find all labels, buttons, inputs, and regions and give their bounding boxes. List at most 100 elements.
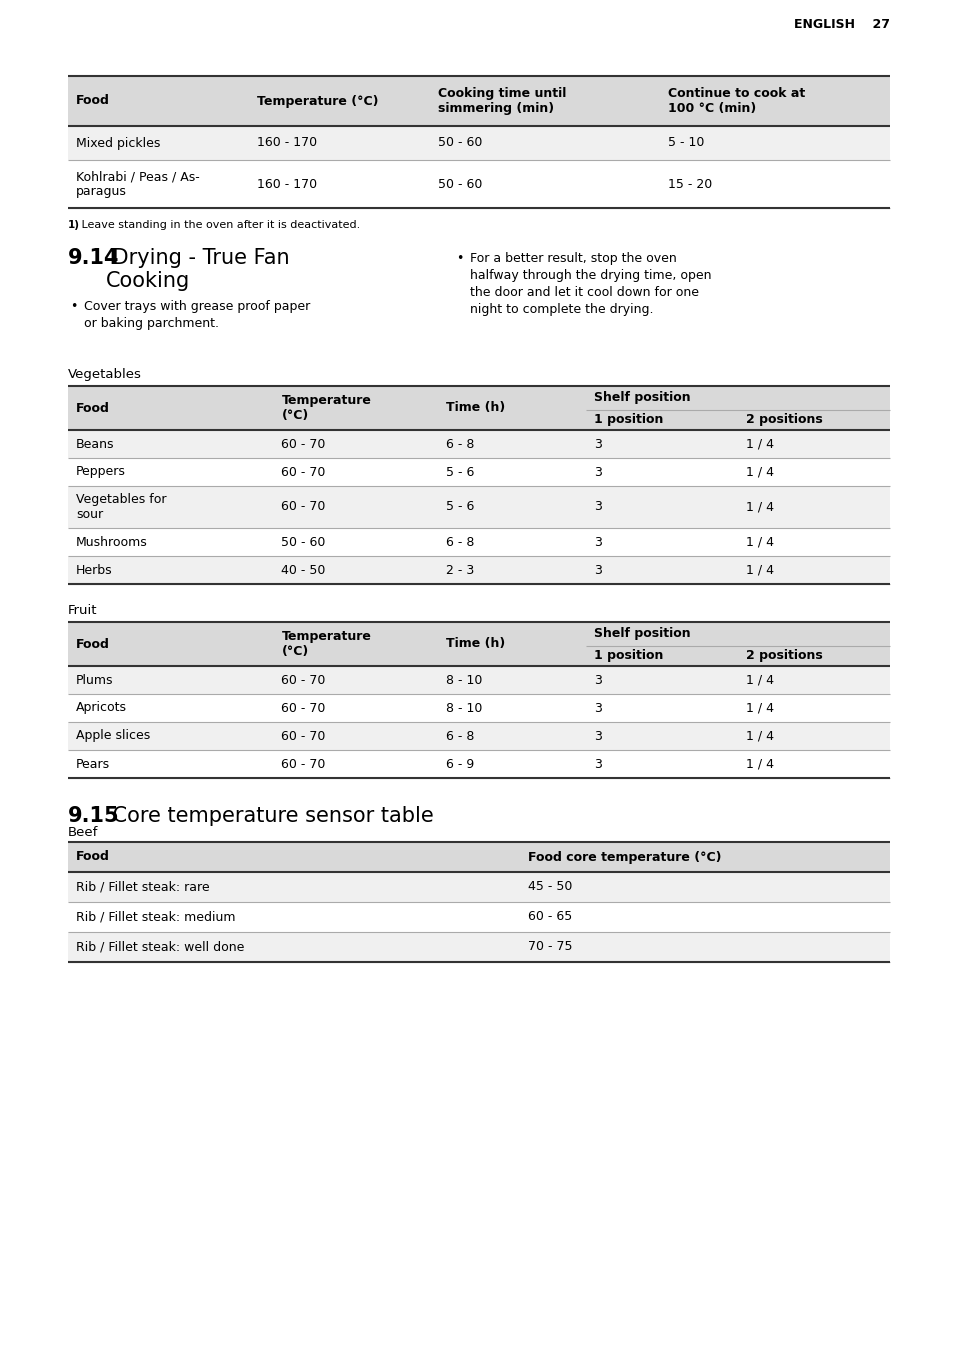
Text: 70 - 75: 70 - 75	[528, 941, 572, 953]
Text: 8 - 10: 8 - 10	[445, 673, 482, 686]
Text: 1 / 4: 1 / 4	[745, 437, 773, 451]
Text: Beef: Beef	[68, 826, 98, 839]
Bar	[68, 126, 889, 160]
Text: 8 - 10: 8 - 10	[445, 701, 482, 715]
Bar	[68, 528, 889, 556]
Text: For a better result, stop the oven
halfway through the drying time, open
the doo: For a better result, stop the oven halfw…	[470, 252, 711, 315]
Bar	[68, 932, 889, 961]
Text: 5 - 6: 5 - 6	[445, 501, 474, 513]
Text: 2 - 3: 2 - 3	[445, 563, 474, 577]
Text: 1 / 4: 1 / 4	[745, 701, 773, 715]
Text: 5 - 10: 5 - 10	[667, 137, 703, 149]
Text: 40 - 50: 40 - 50	[281, 563, 326, 577]
Text: 50 - 60: 50 - 60	[437, 177, 481, 191]
Bar	[68, 722, 889, 750]
Text: 60 - 70: 60 - 70	[281, 501, 326, 513]
Text: 50 - 60: 50 - 60	[437, 137, 481, 149]
Text: 3: 3	[593, 437, 601, 451]
Text: 50 - 60: 50 - 60	[281, 535, 326, 548]
Text: Drying - True Fan
Cooking: Drying - True Fan Cooking	[106, 248, 290, 291]
Text: 3: 3	[593, 673, 601, 686]
Bar	[68, 872, 889, 902]
Text: 1 / 4: 1 / 4	[745, 673, 773, 686]
Text: 60 - 70: 60 - 70	[281, 701, 326, 715]
Bar	[68, 160, 889, 209]
Text: 1 / 4: 1 / 4	[745, 730, 773, 742]
Text: ENGLISH    27: ENGLISH 27	[793, 18, 889, 31]
Bar	[68, 458, 889, 486]
Bar	[68, 695, 889, 722]
Text: Core temperature sensor table: Core temperature sensor table	[106, 806, 434, 826]
Text: 2 positions: 2 positions	[745, 413, 821, 427]
Bar	[68, 386, 889, 431]
Text: 1 / 4: 1 / 4	[745, 757, 773, 770]
Text: 3: 3	[593, 563, 601, 577]
Text: Rib / Fillet steak: rare: Rib / Fillet steak: rare	[76, 880, 210, 894]
Text: Mixed pickles: Mixed pickles	[76, 137, 160, 149]
Text: Pears: Pears	[76, 757, 110, 770]
Text: Shelf position: Shelf position	[593, 391, 690, 405]
Text: Continue to cook at
100 °C (min): Continue to cook at 100 °C (min)	[667, 87, 804, 115]
Text: Apricots: Apricots	[76, 701, 127, 715]
Bar	[68, 621, 889, 666]
Text: •: •	[456, 252, 463, 265]
Text: Peppers: Peppers	[76, 466, 126, 478]
Bar	[68, 76, 889, 126]
Text: 6 - 8: 6 - 8	[445, 437, 474, 451]
Text: 9.14: 9.14	[68, 248, 119, 268]
Text: 6 - 9: 6 - 9	[445, 757, 474, 770]
Bar	[68, 750, 889, 779]
Text: Temperature
(°C): Temperature (°C)	[281, 394, 371, 422]
Text: 60 - 70: 60 - 70	[281, 437, 326, 451]
Text: 60 - 70: 60 - 70	[281, 757, 326, 770]
Text: Temperature
(°C): Temperature (°C)	[281, 630, 371, 658]
Text: Mushrooms: Mushrooms	[76, 535, 148, 548]
Text: 1 / 4: 1 / 4	[745, 501, 773, 513]
Text: •: •	[70, 301, 77, 313]
Text: 3: 3	[593, 535, 601, 548]
Text: 60 - 70: 60 - 70	[281, 730, 326, 742]
Text: Herbs: Herbs	[76, 563, 112, 577]
Text: Fruit: Fruit	[68, 604, 97, 617]
Text: Food core temperature (°C): Food core temperature (°C)	[528, 850, 720, 864]
Bar	[68, 431, 889, 458]
Text: Kohlrabi / Peas / As-
paragus: Kohlrabi / Peas / As- paragus	[76, 171, 199, 198]
Text: 1 / 4: 1 / 4	[745, 535, 773, 548]
Text: Rib / Fillet steak: medium: Rib / Fillet steak: medium	[76, 910, 235, 923]
Text: 6 - 8: 6 - 8	[445, 535, 474, 548]
Text: Food: Food	[76, 850, 110, 864]
Text: Time (h): Time (h)	[445, 402, 505, 414]
Bar	[68, 556, 889, 584]
Text: Food: Food	[76, 95, 110, 107]
Bar	[68, 486, 889, 528]
Text: Shelf position: Shelf position	[593, 627, 690, 640]
Text: 3: 3	[593, 730, 601, 742]
Text: 6 - 8: 6 - 8	[445, 730, 474, 742]
Text: Apple slices: Apple slices	[76, 730, 150, 742]
Text: Vegetables: Vegetables	[68, 368, 142, 380]
Text: Food: Food	[76, 638, 110, 650]
Text: Vegetables for
sour: Vegetables for sour	[76, 493, 167, 521]
Text: 5 - 6: 5 - 6	[445, 466, 474, 478]
Text: 3: 3	[593, 501, 601, 513]
Text: Food: Food	[76, 402, 110, 414]
Text: Beans: Beans	[76, 437, 114, 451]
Text: Cooking time until
simmering (min): Cooking time until simmering (min)	[437, 87, 565, 115]
Bar	[68, 902, 889, 932]
Text: 15 - 20: 15 - 20	[667, 177, 711, 191]
Text: 3: 3	[593, 701, 601, 715]
Text: 60 - 70: 60 - 70	[281, 466, 326, 478]
Text: 1 / 4: 1 / 4	[745, 466, 773, 478]
Bar	[68, 842, 889, 872]
Text: 2 positions: 2 positions	[745, 650, 821, 662]
Text: 1 position: 1 position	[593, 650, 662, 662]
Text: 1 / 4: 1 / 4	[745, 563, 773, 577]
Text: Plums: Plums	[76, 673, 113, 686]
Text: 1 position: 1 position	[593, 413, 662, 427]
Text: Time (h): Time (h)	[445, 638, 505, 650]
Text: Leave standing in the oven after it is deactivated.: Leave standing in the oven after it is d…	[78, 219, 360, 230]
Text: 1): 1)	[68, 219, 80, 230]
Text: Temperature (°C): Temperature (°C)	[256, 95, 378, 107]
Text: Rib / Fillet steak: well done: Rib / Fillet steak: well done	[76, 941, 244, 953]
Bar	[68, 666, 889, 695]
